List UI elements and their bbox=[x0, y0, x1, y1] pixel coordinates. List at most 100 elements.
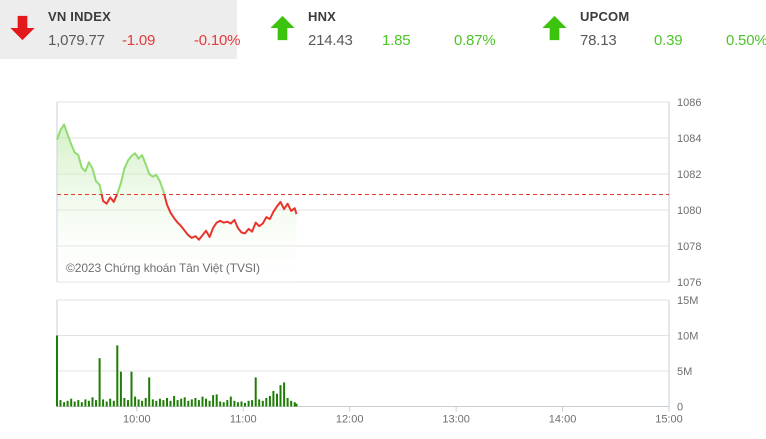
volume-bar bbox=[236, 402, 239, 407]
volume-bar bbox=[212, 395, 215, 407]
ticker-vnindex[interactable]: VN INDEX 1,079.77 -1.09 -0.10% bbox=[0, 0, 241, 59]
volume-bar bbox=[84, 399, 87, 407]
volume-ytick-label: 0 bbox=[677, 402, 683, 414]
volume-bar bbox=[290, 400, 293, 407]
volume-bar bbox=[197, 400, 200, 407]
index-value: 214.43 bbox=[308, 32, 353, 49]
volume-bar bbox=[116, 345, 119, 407]
volume-bar bbox=[137, 399, 140, 407]
ticker-hnx[interactable]: HNX 214.43 1.85 0.87% bbox=[260, 0, 510, 59]
volume-bar bbox=[112, 400, 115, 407]
volume-bar bbox=[201, 396, 204, 407]
volume-ytick-label: 15M bbox=[677, 295, 698, 307]
volume-bar bbox=[134, 396, 137, 407]
volume-bar bbox=[173, 395, 176, 407]
volume-bar bbox=[268, 395, 271, 407]
volume-bar bbox=[169, 400, 172, 407]
volume-bar bbox=[265, 398, 268, 407]
index-value: 1,079.77 bbox=[48, 32, 105, 49]
volume-bar bbox=[109, 398, 112, 407]
index-name: UPCOM bbox=[580, 9, 630, 24]
price-area-fill bbox=[57, 124, 297, 282]
index-name: VN INDEX bbox=[48, 9, 112, 24]
volume-bar bbox=[295, 403, 298, 407]
volume-bar bbox=[261, 400, 264, 407]
volume-bar bbox=[155, 400, 158, 407]
copyright-text: ©2023 Chứng khoán Tân Việt (TVSI) bbox=[66, 261, 260, 275]
volume-bar bbox=[63, 402, 66, 407]
volume-bar bbox=[219, 401, 222, 407]
volume-bar bbox=[233, 400, 236, 407]
volume-bar bbox=[240, 401, 243, 407]
volume-bar bbox=[190, 399, 193, 407]
volume-bar bbox=[162, 400, 165, 407]
volume-bar bbox=[91, 397, 94, 407]
volume-bar bbox=[194, 398, 197, 407]
volume-bar bbox=[279, 385, 282, 407]
volume-bar bbox=[77, 400, 80, 407]
volume-bar bbox=[158, 398, 161, 407]
volume-bar bbox=[105, 401, 108, 407]
volume-bar bbox=[73, 401, 76, 407]
volume-bar bbox=[144, 398, 147, 407]
volume-bar bbox=[205, 398, 207, 407]
index-change: 0.39 bbox=[653, 32, 683, 49]
ticker-upcom[interactable]: UPCOM 78.13 0.39 0.50% bbox=[532, 0, 766, 59]
index-change: -1.09 bbox=[121, 32, 156, 49]
volume-ytick-label: 5M bbox=[677, 366, 692, 378]
time-label: 12:00 bbox=[336, 414, 364, 426]
volume-bar bbox=[127, 400, 129, 407]
index-change-pct: 0.50% bbox=[725, 32, 766, 49]
volume-ytick-label: 10M bbox=[677, 331, 698, 343]
volume-bar bbox=[226, 400, 229, 407]
volume-bar bbox=[87, 400, 90, 407]
volume-bar bbox=[208, 400, 211, 407]
price-ytick-label: 1082 bbox=[677, 169, 701, 181]
time-label: 10:00 bbox=[123, 414, 151, 426]
time-label: 14:00 bbox=[549, 414, 577, 426]
index-change-pct: -0.10% bbox=[193, 32, 241, 49]
volume-bar bbox=[258, 399, 261, 407]
volume-bar bbox=[56, 335, 58, 407]
volume-bar bbox=[183, 397, 186, 407]
volume-bar bbox=[176, 400, 179, 407]
volume-bar bbox=[151, 399, 154, 407]
volume-bar bbox=[66, 400, 69, 407]
volume-bar bbox=[70, 398, 73, 407]
volume-bar bbox=[286, 398, 289, 407]
arrow-up-icon bbox=[540, 13, 569, 43]
volume-bar bbox=[244, 402, 246, 407]
arrow-up-icon bbox=[268, 13, 297, 43]
time-label: 15:00 bbox=[655, 414, 683, 426]
price-ytick-label: 1086 bbox=[677, 97, 701, 109]
volume-bar bbox=[247, 400, 250, 407]
index-change-pct: 0.87% bbox=[453, 32, 496, 49]
volume-bar bbox=[148, 377, 151, 407]
index-change: 1.85 bbox=[381, 32, 411, 49]
volume-bar bbox=[166, 398, 168, 407]
volume-bar bbox=[102, 399, 105, 407]
time-label: 13:00 bbox=[442, 414, 470, 426]
volume-bar bbox=[98, 358, 101, 407]
time-label: 11:00 bbox=[230, 414, 257, 426]
volume-bar bbox=[141, 400, 144, 407]
arrow-down-icon bbox=[8, 13, 37, 43]
volume-bar bbox=[293, 402, 296, 407]
volume-bar bbox=[272, 390, 275, 407]
volume-bar bbox=[251, 400, 254, 407]
volume-bar bbox=[222, 402, 225, 407]
price-line-below-ref bbox=[100, 194, 298, 241]
price-ytick-label: 1078 bbox=[677, 241, 701, 253]
volume-bar bbox=[95, 400, 97, 407]
volume-bar bbox=[123, 398, 126, 407]
index-value: 78.13 bbox=[580, 32, 617, 49]
volume-bar bbox=[187, 400, 190, 407]
price-ytick-label: 1084 bbox=[677, 133, 701, 145]
volume-bar bbox=[80, 402, 83, 407]
volume-bar bbox=[59, 400, 62, 407]
index-name: HNX bbox=[308, 9, 337, 24]
volume-bar bbox=[119, 371, 122, 407]
price-ytick-label: 1076 bbox=[677, 277, 701, 289]
